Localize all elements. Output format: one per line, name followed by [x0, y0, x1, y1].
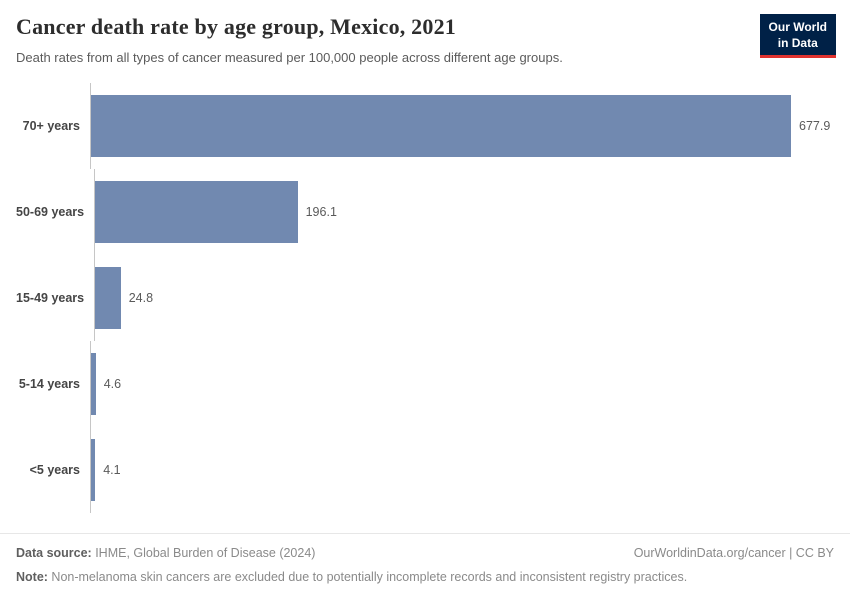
- bar-track: 677.9: [90, 82, 834, 169]
- value-label: 196.1: [305, 204, 337, 219]
- category-label: <5 years: [29, 462, 80, 477]
- bar-track: 4.6: [90, 340, 834, 427]
- category-label: 5-14 years: [18, 376, 80, 391]
- logo-line2: in Data: [777, 36, 818, 51]
- bar-track: 24.8: [94, 254, 834, 341]
- bar-chart: 70+ years 677.9 50-69 years 196.1 15-49 year…: [0, 82, 850, 513]
- footnote: Note: Non-melanoma skin cancers are excl…: [16, 569, 834, 587]
- data-source-text: IHME, Global Burden of Disease (2024): [91, 546, 316, 560]
- bar[interactable]: [95, 266, 121, 329]
- chart-header: Cancer death rate by age group, Mexico, …: [0, 0, 850, 67]
- note-label: Note:: [16, 569, 48, 584]
- chart-subtitle: Death rates from all types of cancer mea…: [16, 50, 563, 65]
- bar[interactable]: [95, 180, 298, 243]
- category-label: 15-49 years: [16, 290, 85, 305]
- category-label: 50-69 years: [16, 204, 85, 219]
- bar[interactable]: [91, 94, 791, 157]
- bar-track: 4.1: [90, 426, 834, 513]
- chart-title: Cancer death rate by age group, Mexico, …: [16, 14, 456, 39]
- bar-row: <5 years 4.1: [16, 426, 834, 513]
- bar-row: 15-49 years 24.8: [16, 254, 834, 341]
- logo-line1: Our World: [768, 20, 827, 34]
- bar-row: 50-69 years 196.1: [16, 168, 834, 255]
- data-source-label: Data source:: [16, 546, 92, 560]
- bar-track: 196.1: [94, 168, 834, 255]
- note-text: Non-melanoma skin cancers are excluded d…: [47, 569, 688, 584]
- owid-link[interactable]: OurWorldinData.org/cancer | CC BY: [633, 546, 834, 560]
- value-label: 24.8: [128, 290, 154, 305]
- value-label: 677.9: [799, 118, 831, 133]
- bar[interactable]: [91, 438, 96, 501]
- data-source: Data source: IHME, Global Burden of Dise…: [16, 545, 315, 563]
- category-label: 70+ years: [22, 118, 80, 133]
- value-label: 4.6: [103, 376, 122, 391]
- bar-row: 5-14 years 4.6: [16, 340, 834, 427]
- bar-row: 70+ years 677.9: [16, 82, 834, 169]
- footer-row: Data source: IHME, Global Burden of Dise…: [16, 545, 834, 563]
- header-text: Cancer death rate by age group, Mexico, …: [16, 14, 563, 67]
- chart-footer: Data source: IHME, Global Burden of Dise…: [0, 533, 850, 600]
- owid-logo[interactable]: Our World in Data: [759, 14, 836, 59]
- bar[interactable]: [91, 352, 96, 415]
- value-label: 4.1: [103, 462, 121, 477]
